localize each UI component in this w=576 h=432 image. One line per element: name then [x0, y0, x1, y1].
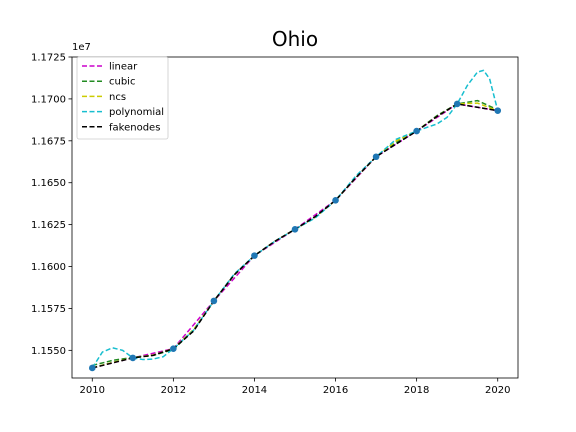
- legend-label-ncs: ncs: [109, 92, 126, 103]
- y-tick-label: 1.1625: [31, 220, 66, 231]
- x-tick-label: 2018: [404, 385, 429, 396]
- y-tick-label: 1.1725: [31, 53, 66, 64]
- x-tick-label: 2012: [161, 385, 186, 396]
- x-tick-label: 2020: [485, 385, 510, 396]
- legend: linear cubic ncs polynomial fakenodes: [76, 56, 169, 140]
- legend-label-cubic: cubic: [109, 77, 135, 88]
- legend-label-linear: linear: [109, 62, 138, 73]
- y-tick-label: 1.1650: [31, 178, 66, 189]
- data-point: [453, 100, 461, 108]
- legend-label-polynomial: polynomial: [109, 107, 164, 118]
- data-point: [170, 345, 177, 352]
- data-point: [494, 107, 502, 114]
- data-point: [332, 197, 339, 204]
- axes: 2010 2012 2014 2016 2018 2020 1.1550 1.1575 1.16…: [31, 53, 519, 396]
- legend-label-fakenodes: fakenodes: [109, 122, 160, 133]
- data-point: [251, 252, 258, 259]
- data-point: [88, 364, 96, 372]
- chart-title: Ohio: [272, 27, 318, 51]
- y-tick-label: 1.1675: [31, 136, 66, 147]
- x-tick-label: 2010: [80, 385, 105, 396]
- plot-area: [88, 69, 502, 372]
- y-tick-label: 1.1550: [31, 346, 66, 357]
- legend-box: [76, 56, 169, 140]
- data-point: [210, 297, 218, 305]
- series-line-polynomial: [91, 69, 499, 369]
- y-axis-offset-label: 1e7: [72, 42, 91, 53]
- x-tick-label: 2014: [242, 385, 267, 396]
- axes-frame: [71, 56, 519, 379]
- y-tick-label: 1.1600: [31, 262, 66, 273]
- y-tick-label: 1.1575: [31, 304, 66, 315]
- x-tick-label: 2016: [323, 385, 348, 396]
- data-point: [413, 127, 420, 135]
- y-tick-label: 1.1700: [31, 94, 66, 105]
- data-point: [129, 354, 137, 362]
- data-point: [372, 153, 380, 161]
- data-point: [291, 226, 299, 233]
